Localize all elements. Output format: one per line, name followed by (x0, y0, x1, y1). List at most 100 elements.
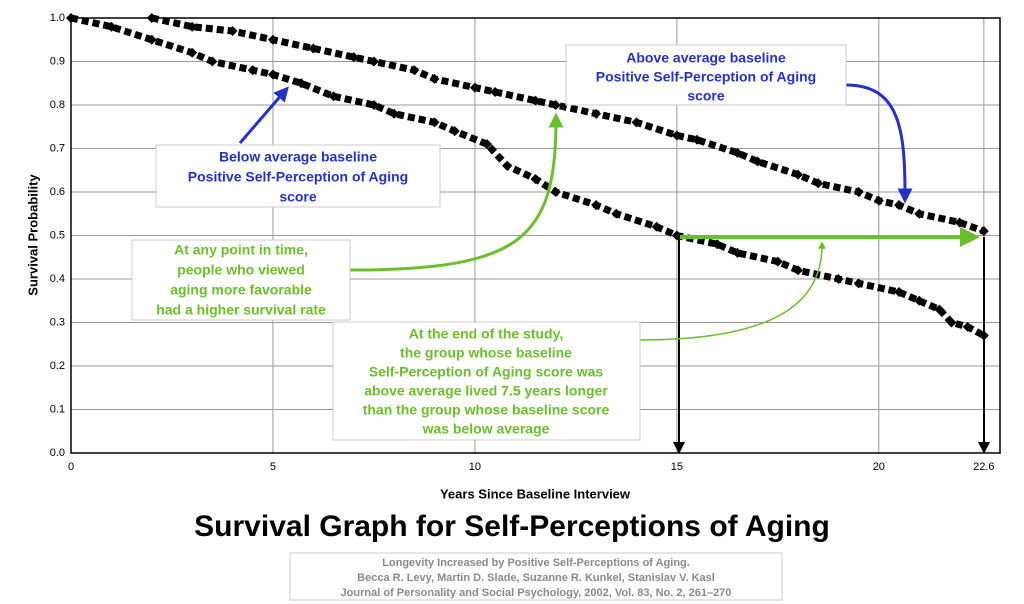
point-marker (267, 34, 278, 45)
point-marker (449, 126, 460, 137)
point-marker (914, 295, 925, 306)
point-marker (490, 86, 501, 97)
x-tick-label: 22.6 (973, 461, 994, 473)
annotation-text: Self-Perception of Aging score was (369, 364, 604, 380)
point-marker (954, 217, 965, 228)
annotation-box (332, 321, 641, 441)
arrow (349, 112, 564, 272)
plot-frame (70, 17, 1001, 454)
point-marker (530, 173, 541, 184)
y-tick-label: 0.3 (50, 316, 65, 328)
point-marker (772, 256, 783, 267)
arrow (845, 83, 913, 204)
point-marker (368, 100, 379, 110)
point-marker (732, 147, 743, 158)
x-tick-label: 0 (68, 461, 74, 473)
point-marker (187, 47, 198, 58)
point-marker (894, 287, 905, 298)
y-axis-label: Survival Probability (25, 174, 40, 296)
y-tick-label: 0.6 (50, 186, 65, 198)
x-tick-label: 10 (469, 461, 481, 473)
point-marker (946, 317, 957, 328)
annotation-box (565, 44, 847, 106)
point-marker (389, 108, 400, 119)
point-marker (296, 78, 307, 89)
citation-text: Longevity Increased by Positive Self-Per… (382, 557, 690, 569)
point-marker (962, 321, 973, 332)
annotation-text: had a higher survival rate (156, 302, 326, 318)
point-marker (873, 195, 884, 206)
arrow (238, 86, 289, 144)
annotation-text: people who viewed (177, 262, 305, 278)
point-marker (712, 239, 723, 250)
annotation-text: Positive Self-Perception of Aging (596, 69, 816, 85)
x-tick-label: 15 (671, 461, 683, 473)
point-marker (247, 65, 258, 76)
y-tick-label: 0.9 (50, 55, 65, 67)
point-marker (914, 208, 925, 219)
point-marker (409, 65, 420, 76)
point-marker (368, 56, 379, 67)
annotation-text: the group whose baseline (400, 345, 572, 361)
point-marker (146, 34, 157, 45)
point-marker (308, 43, 319, 54)
y-tick-label: 0.7 (50, 142, 65, 154)
annotation-text: score (279, 189, 317, 205)
point-marker (793, 169, 804, 180)
point-marker (227, 26, 238, 37)
point-marker (591, 108, 602, 119)
point-marker (833, 274, 844, 284)
arrow (639, 241, 826, 341)
point-marker (469, 82, 480, 93)
point-marker (853, 187, 864, 197)
point-marker (187, 21, 198, 32)
citation-box (289, 552, 783, 601)
annotation-text: was below average (422, 421, 550, 437)
point-marker (752, 156, 763, 167)
point-marker (348, 52, 359, 63)
point-marker (146, 13, 157, 23)
point-marker (631, 117, 642, 128)
point-marker (106, 21, 117, 32)
x-tick-label: 20 (873, 461, 885, 473)
citation-text: Becca R. Levy, Martin D. Slade, Suzanne … (357, 572, 715, 584)
point-marker (328, 91, 339, 102)
point-marker (692, 134, 703, 145)
annotation-text: above average lived 7.5 years longer (364, 383, 608, 399)
point-marker (550, 187, 561, 197)
point-marker (550, 100, 561, 110)
y-tick-label: 0.2 (50, 360, 65, 372)
point-marker (651, 221, 662, 232)
y-tick-label: 0.1 (50, 403, 65, 415)
point-marker (591, 200, 602, 211)
point-marker (978, 226, 989, 237)
annotation-text: Positive Self-Perception of Aging (188, 169, 408, 185)
point-marker (611, 208, 622, 219)
y-tick-label: 0.0 (50, 447, 65, 459)
point-marker (530, 95, 541, 106)
x-tick-label: 5 (270, 461, 276, 473)
annotation-text: aging more favorable (170, 282, 312, 298)
annotation-text: Above average baseline (626, 50, 786, 66)
annotation-text: Below average baseline (219, 149, 377, 165)
annotation-text: At the end of the study, (409, 326, 564, 342)
point-marker (66, 13, 76, 23)
point-marker (482, 139, 493, 150)
y-tick-label: 0.5 (50, 229, 65, 241)
y-tick-label: 1.0 (50, 12, 65, 24)
point-marker (502, 160, 513, 171)
point-marker (813, 178, 824, 189)
point-marker (934, 304, 945, 315)
point-marker (671, 130, 682, 141)
annotation-box (155, 144, 441, 208)
annotation-text: score (687, 88, 725, 104)
citation-text: Journal of Personality and Social Psycho… (341, 587, 732, 599)
point-marker (207, 56, 218, 67)
x-axis-label: Years Since Baseline Interview (440, 486, 631, 501)
point-marker (429, 117, 440, 128)
point-marker (429, 73, 440, 84)
chart-title: Survival Graph for Self-Perceptions of A… (194, 510, 830, 543)
point-marker (267, 69, 278, 80)
annotation-box (131, 239, 351, 321)
